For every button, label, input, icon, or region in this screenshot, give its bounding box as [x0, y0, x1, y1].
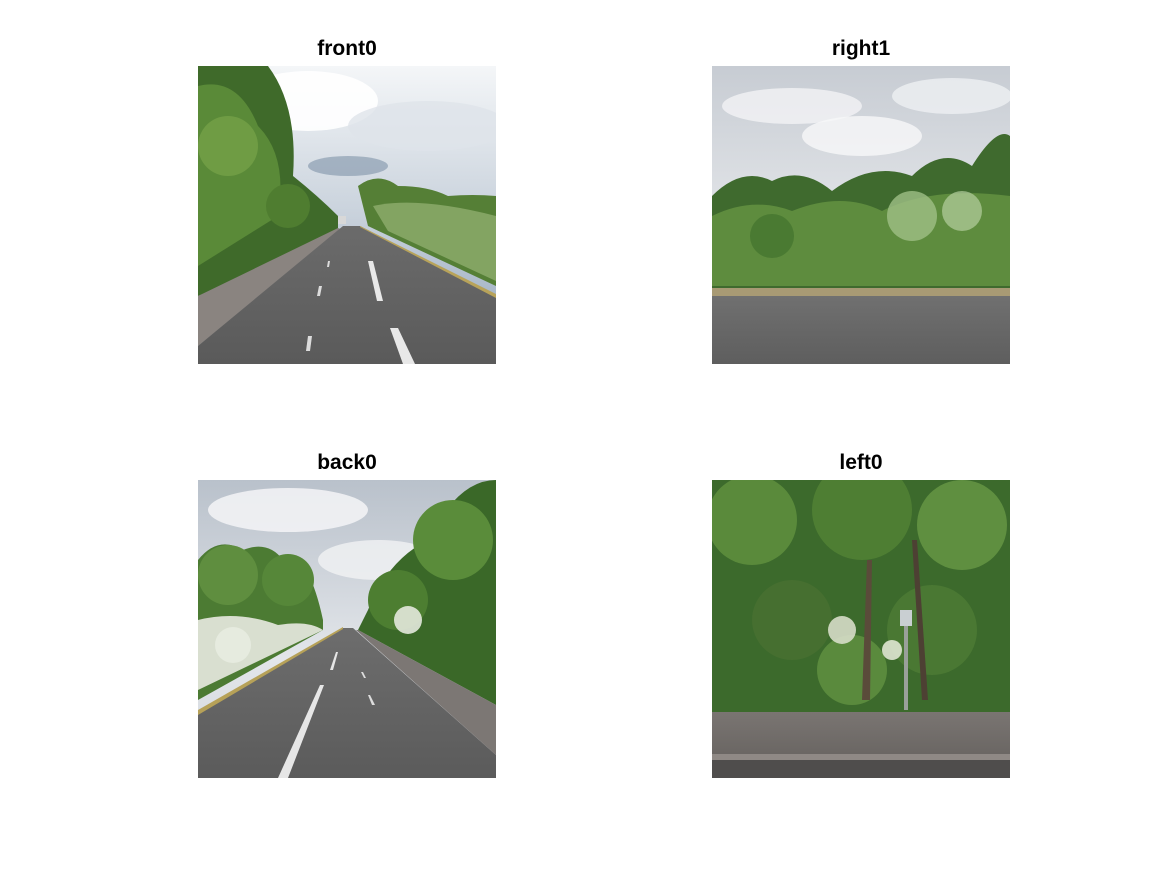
- street-photo-left: [712, 480, 1010, 778]
- street-photo-right: [712, 66, 1010, 364]
- panel-title: front0: [317, 37, 377, 60]
- street-photo-back: [198, 480, 496, 778]
- panel-title: left0: [839, 451, 883, 474]
- panel-title: back0: [317, 451, 377, 474]
- panel-title: right1: [831, 37, 891, 60]
- street-photo-front: [198, 66, 496, 364]
